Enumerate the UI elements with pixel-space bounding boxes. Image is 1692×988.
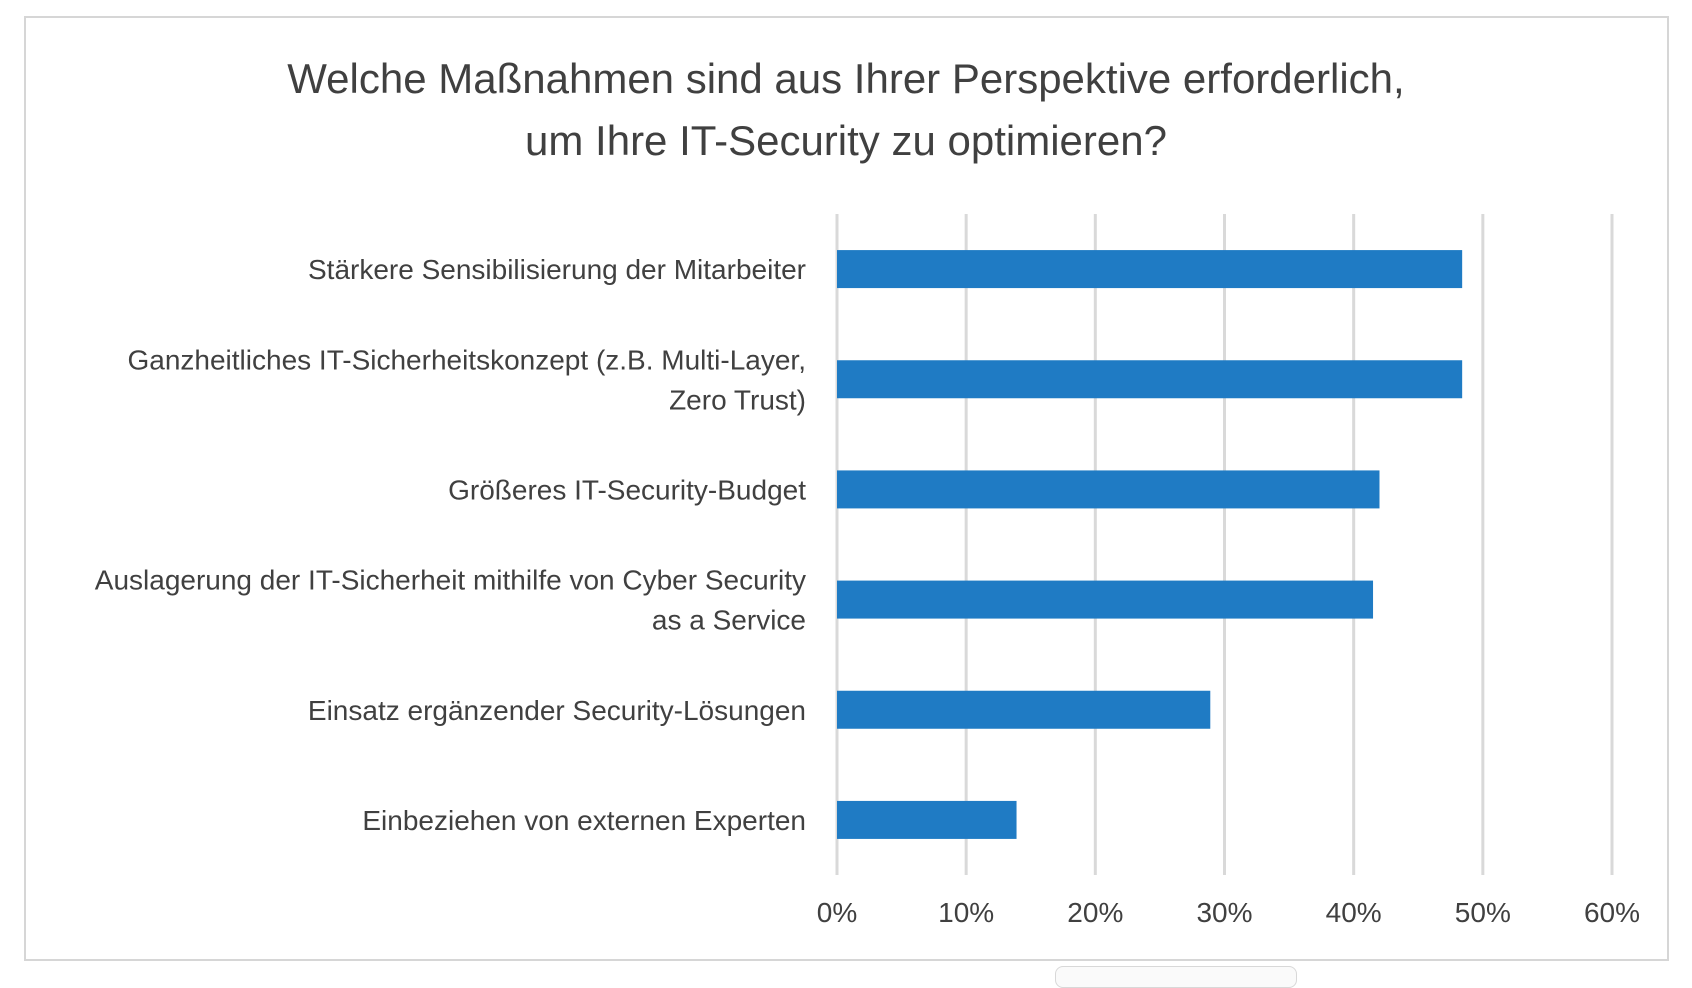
- bar: [837, 250, 1463, 289]
- bar: [837, 690, 1211, 729]
- chart-title-line-2: um Ihre IT-Security zu optimieren?: [525, 117, 1167, 164]
- category-label: Ganzheitliches IT-Sicherheitskonzept (z.…: [127, 344, 806, 375]
- scrollbar-hint: [1055, 966, 1297, 988]
- grid-lines: [835, 214, 1614, 875]
- x-tick-label: 50%: [1455, 897, 1511, 928]
- category-label: Größeres IT-Security-Budget: [448, 474, 806, 505]
- x-tick-label: 20%: [1067, 897, 1123, 928]
- x-axis-ticks: 0% 10% 20% 30% 40% 50% 60%: [817, 897, 1640, 928]
- bar: [837, 360, 1463, 399]
- category-label: as a Service: [652, 605, 806, 636]
- category-label: Stärkere Sensibilisierung der Mitarbeite…: [308, 254, 806, 285]
- x-tick-label: 10%: [938, 897, 994, 928]
- chart-title: Welche Maßnahmen sind aus Ihrer Perspekt…: [0, 48, 1692, 172]
- category-label: Einbeziehen von externen Experten: [362, 805, 806, 836]
- bar: [837, 580, 1374, 619]
- bars: [837, 250, 1463, 839]
- x-tick-label: 0%: [817, 897, 857, 928]
- category-label: Zero Trust): [669, 384, 806, 415]
- x-tick-label: 40%: [1326, 897, 1382, 928]
- bar: [837, 470, 1380, 509]
- bar: [837, 800, 1017, 839]
- x-tick-label: 60%: [1584, 897, 1640, 928]
- x-tick-label: 30%: [1196, 897, 1252, 928]
- category-label: Auslagerung der IT-Sicherheit mithilfe v…: [95, 565, 806, 596]
- category-label: Einsatz ergänzender Security-Lösungen: [308, 695, 806, 726]
- chart-title-line-1: Welche Maßnahmen sind aus Ihrer Perspekt…: [287, 55, 1405, 102]
- category-labels: Stärkere Sensibilisierung der Mitarbeite…: [95, 254, 806, 836]
